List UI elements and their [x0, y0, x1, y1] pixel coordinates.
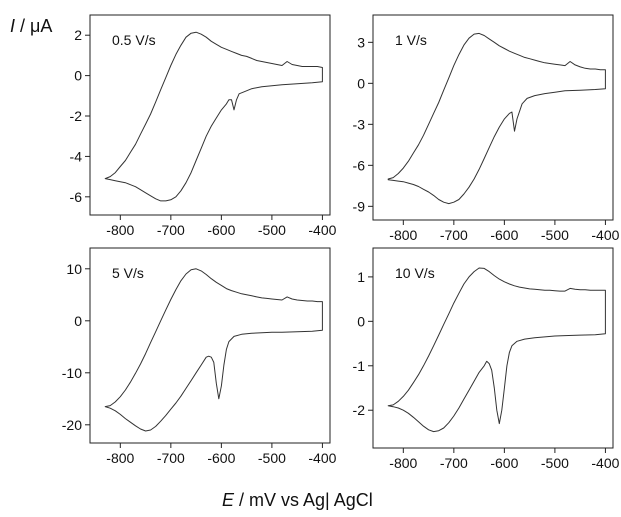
y-tick-label: -6 [70, 189, 83, 205]
scan-rate-label: 1 V/s [395, 32, 427, 48]
y-tick-label: -10 [62, 365, 82, 381]
panel-1: -800 -700 -600 -500 -400 2 0 -2 -4 -6 0.5 V/s [70, 14, 337, 238]
x-tick-label: -600 [207, 450, 235, 466]
x-tick-label: -500 [541, 227, 569, 243]
x-tick-label: -500 [258, 450, 286, 466]
y-tick-label: 0 [74, 313, 82, 329]
voltammogram-curve [104, 268, 323, 432]
x-tick-label: -700 [157, 450, 185, 466]
x-tick-label: -600 [207, 222, 235, 238]
y-tick-label: 3 [357, 34, 365, 50]
x-tick-label: -600 [490, 227, 518, 243]
x-tick-label: -800 [389, 455, 417, 471]
x-tick-label: -600 [490, 455, 518, 471]
plot-frame [89, 14, 331, 216]
scan-rate-label: 10 V/s [395, 265, 435, 281]
y-tick-label: -9 [353, 198, 366, 214]
x-axis-unit: mV vs Ag| AgCl [249, 490, 373, 510]
y-tick-label: 0 [74, 68, 82, 84]
y-tick-label: -4 [70, 148, 83, 164]
x-tick-label: -800 [106, 450, 134, 466]
x-tick-label: -800 [106, 222, 134, 238]
plot-frame [89, 247, 331, 444]
x-tick-label: -400 [591, 227, 619, 243]
y-axis-symbol: I [10, 16, 15, 36]
plot-frame [372, 247, 614, 449]
voltammogram-curve [387, 32, 606, 205]
y-axis-unit: μA [30, 16, 52, 36]
panel-4: -800 -700 -600 -500 -400 1 0 -1 -2 10 V/s [353, 247, 620, 471]
y-tick-label: 2 [74, 27, 82, 43]
y-tick-label: -1 [353, 358, 366, 374]
scan-rate-label: 0.5 V/s [112, 32, 156, 48]
y-tick-label: -2 [353, 402, 366, 418]
x-tick-label: -500 [541, 455, 569, 471]
x-tick-label: -700 [440, 227, 468, 243]
x-tick-label: -700 [157, 222, 185, 238]
x-tick-label: -400 [308, 222, 336, 238]
x-tick-label: -800 [389, 227, 417, 243]
y-tick-label: 0 [357, 313, 365, 329]
y-tick-label: -6 [353, 157, 366, 173]
panel-3: -800 -700 -600 -500 -400 10 0 -10 -20 5 V/s [62, 247, 337, 466]
y-tick-label: 1 [357, 269, 365, 285]
x-tick-label: -400 [591, 455, 619, 471]
plot-frame [372, 14, 614, 221]
scan-rate-label: 5 V/s [112, 265, 144, 281]
y-tick-label: 10 [66, 261, 82, 277]
x-tick-label: -500 [258, 222, 286, 238]
y-tick-label: 0 [357, 75, 365, 91]
y-tick-label: -3 [353, 116, 366, 132]
panel-2: -800 -700 -600 -500 -400 3 0 -3 -6 -9 1 V/s [353, 14, 620, 243]
x-axis-symbol: E [222, 490, 235, 510]
y-tick-label: -20 [62, 417, 82, 433]
y-tick-label: -2 [70, 108, 83, 124]
voltammogram-curve [387, 267, 606, 433]
x-tick-label: -400 [308, 450, 336, 466]
voltammogram-curve [104, 31, 323, 202]
y-axis-title: I / μA [10, 16, 52, 36]
x-tick-label: -700 [440, 455, 468, 471]
x-axis-title: E / mV vs Ag| AgCl [222, 490, 373, 510]
